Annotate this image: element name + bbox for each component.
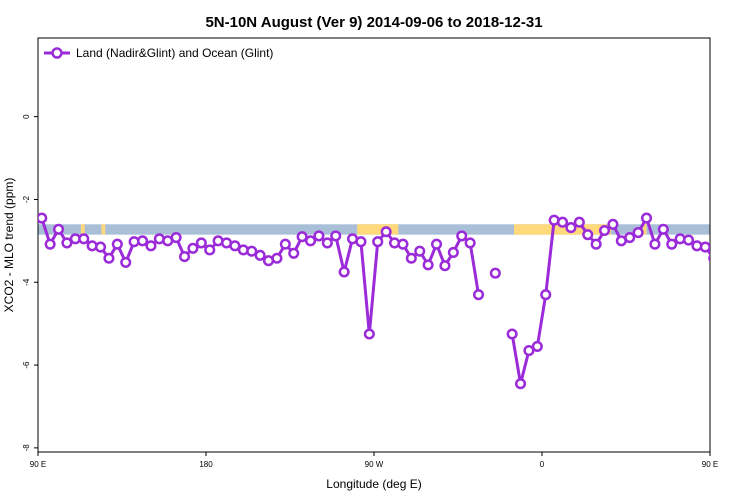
series-layer [38, 212, 750, 390]
x-tick-label: 180 [199, 460, 213, 469]
data-point [78, 233, 90, 245]
land-patch [80, 224, 85, 235]
data-point [363, 328, 375, 340]
data-point [523, 345, 535, 357]
data-point [489, 267, 501, 279]
y-axis: 0 -2 -4 -6 -8 [22, 114, 38, 452]
data-point [735, 237, 744, 246]
data-point [430, 238, 443, 250]
data-point [229, 240, 241, 252]
x-axis: 90 E 180 90 W 0 90 E [30, 452, 718, 469]
data-point [279, 238, 291, 250]
map-band [38, 224, 710, 235]
y-tick-label: -8 [22, 444, 31, 452]
data-point [145, 240, 157, 252]
data-point [170, 231, 182, 244]
data-point [565, 222, 577, 234]
land-patch [101, 224, 106, 235]
data-point [61, 237, 73, 249]
data-point [624, 231, 636, 244]
legend-label: Land (Nadir&Glint) and Ocean (Glint) [76, 46, 273, 60]
data-point [573, 216, 585, 228]
data-point [506, 328, 518, 340]
data-point [254, 249, 266, 261]
data-point [726, 258, 735, 267]
data-point [330, 230, 342, 242]
data-point [540, 289, 552, 301]
y-tick-label: -2 [22, 195, 31, 203]
chart-title: 5N-10N August (Ver 9) 2014-09-06 to 2018… [205, 14, 542, 31]
data-point [338, 266, 350, 278]
data-point [380, 226, 392, 238]
data-point [447, 246, 459, 259]
y-tick-label: -6 [22, 361, 31, 369]
data-point [187, 242, 199, 254]
data-point [38, 212, 48, 224]
data-point [456, 230, 468, 242]
data-point [103, 252, 115, 264]
x-tick-label: 90 W [365, 460, 384, 469]
data-point [590, 238, 602, 250]
data-point [372, 236, 384, 248]
data-point [178, 251, 191, 263]
data-point [52, 223, 65, 235]
data-point [44, 238, 56, 250]
data-point [598, 224, 611, 237]
data-point [321, 237, 333, 249]
legend-marker [51, 47, 63, 59]
data-point [632, 227, 644, 239]
data-point [271, 252, 283, 264]
data-point [204, 244, 216, 256]
data-point [288, 247, 300, 259]
data-point [582, 229, 594, 241]
data-point [556, 216, 569, 228]
data-point [296, 231, 308, 243]
data-point [531, 340, 543, 352]
data-point [649, 238, 661, 250]
y-tick-label: 0 [22, 114, 31, 119]
data-point [682, 234, 695, 246]
data-point [743, 236, 750, 245]
data-point [94, 241, 107, 253]
x-tick-label: 90 E [702, 460, 718, 469]
data-point [246, 245, 258, 257]
legend: Land (Nadir&Glint) and Ocean (Glint) [44, 46, 273, 60]
data-point [136, 235, 149, 247]
x-tick-label: 0 [540, 460, 545, 469]
data-point [422, 259, 434, 271]
land-patch [642, 224, 647, 235]
data-point [120, 256, 132, 268]
data-point [414, 245, 426, 257]
data-point [355, 236, 367, 248]
data-point [405, 252, 417, 264]
data-point [699, 241, 710, 253]
data-point [195, 237, 207, 249]
land-patch [357, 224, 399, 235]
data-point [657, 223, 669, 235]
data-point [439, 260, 451, 272]
land-patch [514, 224, 612, 235]
data-point [718, 241, 727, 250]
data-point [514, 378, 527, 390]
x-axis-label: Longitude (deg E) [326, 477, 421, 491]
data-point [111, 238, 123, 250]
series-line [40, 217, 481, 336]
data-point [313, 230, 325, 242]
data-point [304, 235, 317, 247]
data-point [640, 212, 653, 224]
data-point [666, 238, 678, 250]
y-axis-label: XCO2 - MLO trend (ppm) [2, 178, 16, 313]
data-point [397, 238, 409, 250]
data-point [607, 218, 619, 230]
data-point [708, 254, 710, 263]
x-tick-label: 90 E [30, 460, 46, 469]
data-point [464, 237, 476, 249]
data-point [472, 289, 485, 301]
y-tick-label: -4 [22, 278, 31, 286]
